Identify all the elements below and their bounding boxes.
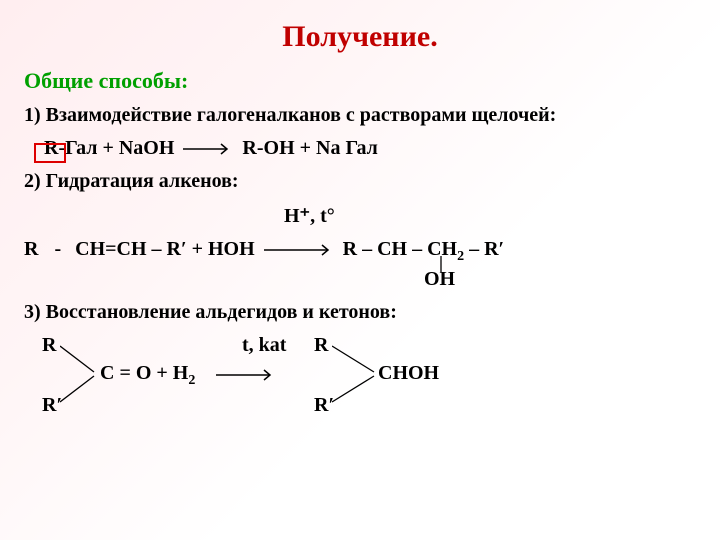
item2-lhs-b: CH=CH – R′ + HOH [75,238,255,260]
item3-C-part: C = O + H2 [100,362,195,389]
bond-line-icon [60,342,100,412]
item3-product: CHOH [378,362,439,385]
item1-heading: 1) Взаимодействие галогеналканов с раств… [24,104,696,127]
item2-rhs-main-b: – R′ [464,238,504,260]
red-annotation-box [34,143,66,163]
item2-equation: R - CH=CH – R′ + HOH R – CH – CH2 – R′ O… [24,238,696,265]
section-subtitle: Общие способы: [24,68,696,94]
item1-rhs: R-OH + Na Гал [242,137,377,159]
page-title: Получение. [24,20,696,54]
arrow-icon [264,243,334,257]
slide: Получение. Общие способы: 1) Взаимодейст… [0,0,720,448]
item2-heading: 2) Гидратация алкенов: [24,170,696,193]
item3-equation: R R′ C = O + H2 t, kat R R′ CHOH [24,334,696,424]
item3-heading: 3) Восстановление альдегидов и кетонов: [24,301,696,324]
item3-R-top: R [42,334,56,357]
item2-oh: OH [424,268,455,291]
bond-line-icon [332,342,382,412]
item1-equation: R-Гал + NaOH R-OH + Na Гал [24,137,696,160]
item2-lhs-a: R [24,238,38,260]
item3-R-top2: R [314,334,328,357]
item2-condition: H⁺, t° [24,203,696,228]
arrow-icon [216,368,276,382]
arrow-icon [183,142,233,156]
item3-condition: t, kat [242,334,286,357]
